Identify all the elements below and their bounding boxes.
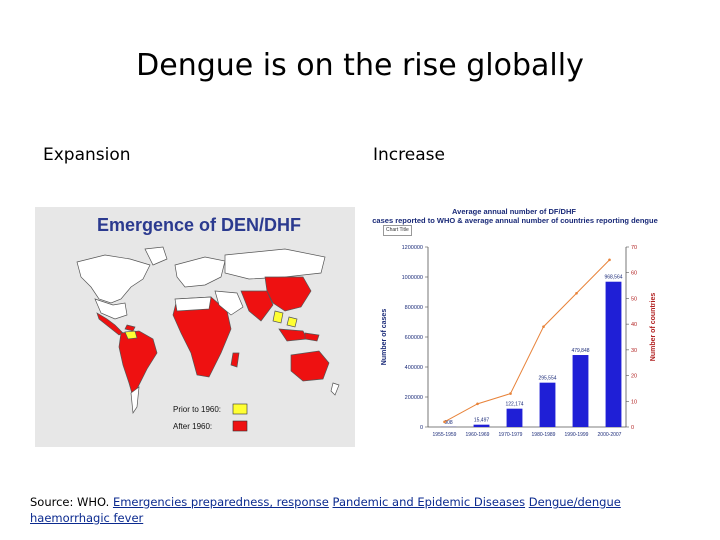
bar-value-label: 295,554 (538, 376, 556, 382)
y2-axis-title: Number of countries (650, 293, 657, 362)
y2-tick-label: 0 (631, 425, 634, 431)
chart-title: Average annual number of DF/DHF cases re… (368, 207, 660, 236)
cases-bar (473, 424, 490, 427)
cases-bar (506, 408, 523, 427)
y-tick-label: 0 (420, 425, 423, 431)
y2-tick-label: 40 (631, 322, 637, 328)
legend-prior-swatch (232, 403, 248, 415)
y-axis-title: Number of cases (381, 309, 388, 366)
link-pandemic[interactable]: Pandemic and Epidemic Diseases (332, 495, 526, 509)
chart-title-tag: Chart Title (383, 225, 412, 236)
bar-value-label: 15,497 (474, 418, 490, 424)
countries-point (542, 325, 545, 329)
x-tick-label: 2000-2007 (598, 432, 622, 438)
x-tick-label: 1970-1979 (499, 432, 523, 438)
cases-countries-chart: 0 200000 400000 600000 800000 1000000 1200000 0… (381, 245, 657, 438)
expansion-heading: Expansion (43, 145, 131, 165)
chart-title-line2: cases reported to WHO & average annual n… (372, 216, 658, 225)
countries-point (575, 291, 578, 295)
map-legend: Prior to 1960: After 1960: (173, 403, 248, 432)
y2-tick-label: 50 (631, 296, 637, 302)
y2-tick-label: 20 (631, 374, 637, 380)
x-tick-label: 1955-1959 (433, 432, 457, 438)
map-title: Emergence of DEN/DHF (97, 215, 302, 235)
world-map-panel: Emergence of DEN/DHF (35, 207, 355, 447)
y2-tick-label: 60 (631, 271, 637, 277)
legend-after-swatch (232, 420, 248, 432)
dengue-chart-panel: Average annual number of DF/DHF cases re… (368, 207, 660, 445)
y-tick-label: 400000 (405, 365, 423, 371)
legend-prior-label: Prior to 1960: (173, 405, 221, 414)
countries-line (444, 259, 610, 423)
bar-value-label: 122,174 (505, 402, 523, 408)
chart-title-line1: Average annual number of DF/DHF (452, 207, 576, 216)
source-citation: Source: WHO. Emergencies preparedness, r… (30, 494, 700, 526)
y-tick-label: 600000 (405, 335, 423, 341)
y2-tick-label: 10 (631, 399, 637, 405)
y-tick-label: 1200000 (402, 245, 423, 251)
countries-point (476, 402, 479, 406)
x-tick-label: 1960-1969 (466, 432, 490, 438)
bar-value-label: 479,848 (571, 348, 589, 354)
link-emergencies[interactable]: Emergencies preparedness, response (112, 495, 329, 509)
bar-value-label: 968,564 (604, 275, 622, 281)
bar-value-label: 908 (444, 420, 453, 426)
y2-tick-label: 30 (631, 348, 637, 354)
y-tick-label: 800000 (405, 305, 423, 311)
link-dengue[interactable]: Dengue/dengue haemorrhagic fever (30, 495, 621, 525)
world-map: Prior to 1960: After 1960: (76, 246, 340, 432)
cases-bar (572, 355, 589, 427)
legend-after-label: After 1960: (173, 422, 212, 431)
cases-bar (605, 281, 622, 427)
cases-bar (539, 382, 556, 427)
countries-point (509, 392, 512, 395)
increase-heading: Increase (373, 145, 445, 165)
world-map-landmasses (76, 246, 340, 415)
slide-title: Dengue is on the rise globally (136, 48, 584, 83)
countries-point (608, 258, 611, 262)
y-tick-label: 1000000 (402, 275, 423, 281)
x-tick-label: 1990-1999 (565, 432, 589, 438)
y-tick-label: 200000 (405, 395, 423, 401)
countries-point (443, 420, 446, 424)
x-tick-label: 1980-1989 (532, 432, 556, 438)
source-prefix: Source: WHO. (30, 495, 113, 509)
y2-tick-label: 70 (631, 245, 637, 251)
